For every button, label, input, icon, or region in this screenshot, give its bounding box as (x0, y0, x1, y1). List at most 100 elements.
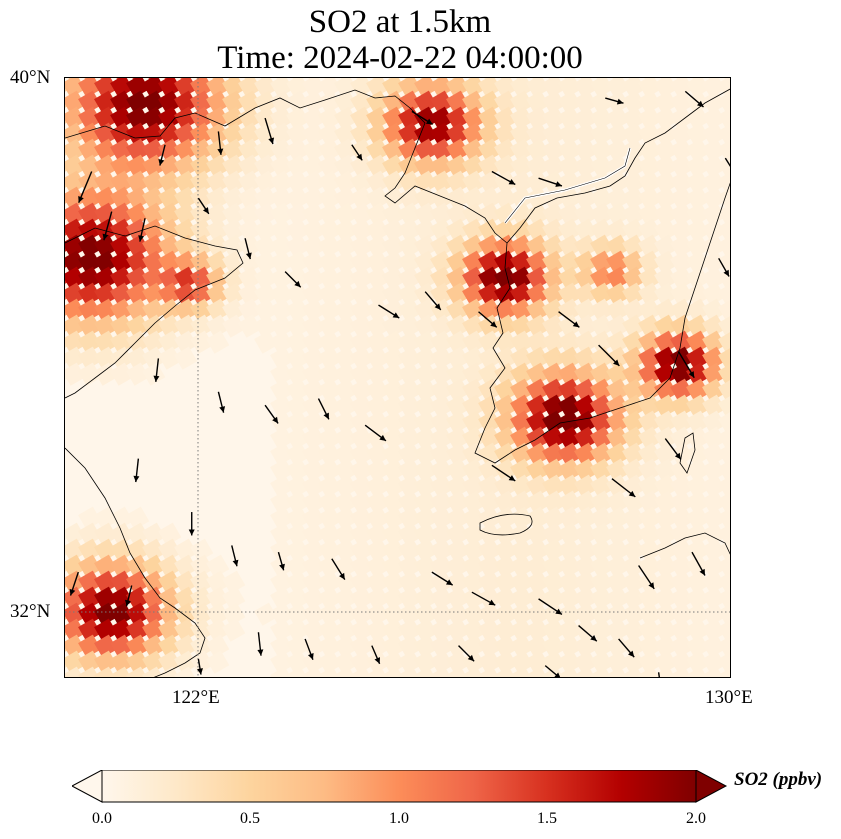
heat-cell (686, 154, 710, 178)
heat-cell (126, 298, 150, 322)
heat-cell (654, 650, 678, 674)
heat-cell (670, 266, 694, 290)
heat-cell (174, 106, 198, 130)
heat-cell (414, 650, 438, 674)
heat-cell (622, 634, 646, 658)
heat-cell (110, 170, 134, 194)
heat-cell (702, 78, 726, 98)
wind-arrow (424, 291, 442, 311)
heat-cell (606, 218, 630, 242)
heat-cell (318, 538, 342, 562)
heat-cell (286, 78, 310, 98)
heat-cell (654, 602, 678, 626)
heat-cell (238, 78, 262, 98)
heat-cell (286, 218, 310, 242)
heat-cell (558, 490, 582, 514)
heat-cell (526, 378, 550, 402)
heat-cell (510, 554, 534, 578)
heat-cell (334, 618, 358, 642)
heat-cell (366, 154, 390, 178)
heat-cell (78, 346, 102, 370)
wind-arrow (153, 358, 160, 382)
heat-cell (78, 186, 102, 210)
heat-cell (558, 378, 582, 402)
heat-cell (574, 346, 598, 370)
heat-cell (430, 634, 454, 658)
heat-cell (702, 650, 726, 674)
heat-cell (78, 122, 102, 146)
heat-cell (78, 522, 102, 546)
jeju-island (479, 513, 533, 536)
heat-cell (606, 266, 630, 290)
heat-cell (574, 522, 598, 546)
heat-cell (590, 282, 614, 306)
heat-cell (254, 234, 278, 258)
heat-cell (334, 666, 358, 677)
heat-cell (574, 122, 598, 146)
heat-cell (126, 650, 150, 674)
heat-cell (574, 250, 598, 274)
heat-cell (510, 650, 534, 674)
heat-cell (686, 506, 710, 530)
heat-cell (558, 570, 582, 594)
heat-cell (526, 138, 550, 162)
heat-cell (126, 570, 150, 594)
heat-cell (590, 250, 614, 274)
heat-cell (366, 138, 390, 162)
heat-cell (190, 602, 214, 626)
heat-cell (590, 298, 614, 322)
heat-cell (334, 154, 358, 178)
heat-cell (206, 78, 230, 98)
heat-cell (606, 426, 630, 450)
heat-cell (542, 602, 566, 626)
heat-cell (65, 266, 86, 290)
heat-cell (702, 90, 726, 114)
heat-cell (478, 250, 502, 274)
heat-cell (478, 394, 502, 418)
heat-cell (622, 362, 646, 386)
heat-cell (302, 522, 326, 546)
heat-cell (366, 202, 390, 226)
heat-cell (558, 426, 582, 450)
heat-cell (78, 362, 102, 386)
heat-cell (65, 362, 86, 386)
heat-cell (398, 298, 422, 322)
heat-cell (430, 250, 454, 274)
heat-cell (366, 522, 390, 546)
heat-cell (494, 186, 518, 210)
heat-cell (478, 570, 502, 594)
heat-cell (638, 458, 662, 482)
heat-cell (398, 346, 422, 370)
heat-cell (702, 666, 726, 677)
heat-cell (350, 250, 374, 274)
heat-cell (494, 570, 518, 594)
heat-cell (174, 586, 198, 610)
heat-cell (174, 346, 198, 370)
heat-cell (110, 650, 134, 674)
heat-cell (318, 522, 342, 546)
heat-cell (430, 666, 454, 677)
heat-cell (462, 78, 486, 98)
heat-cell (654, 634, 678, 658)
heat-cell (718, 602, 730, 626)
heat-cell (222, 298, 246, 322)
heat-cell (366, 234, 390, 258)
heat-cell (574, 394, 598, 418)
heat-cell (462, 538, 486, 562)
heat-cell (286, 282, 310, 306)
heat-cell (686, 570, 710, 594)
heat-cell (398, 154, 422, 178)
heat-cell (110, 554, 134, 578)
heat-cell (430, 218, 454, 242)
lat-label-40n: 40°N (10, 67, 51, 88)
heat-cell (558, 78, 582, 98)
heat-cell (110, 346, 134, 370)
heat-cell (638, 586, 662, 610)
heat-cell (478, 618, 502, 642)
heat-cell (462, 282, 486, 306)
heat-cell (510, 282, 534, 306)
heat-cell (238, 186, 262, 210)
heat-cell (654, 90, 678, 114)
heat-cell (702, 490, 726, 514)
heat-cell (158, 554, 182, 578)
